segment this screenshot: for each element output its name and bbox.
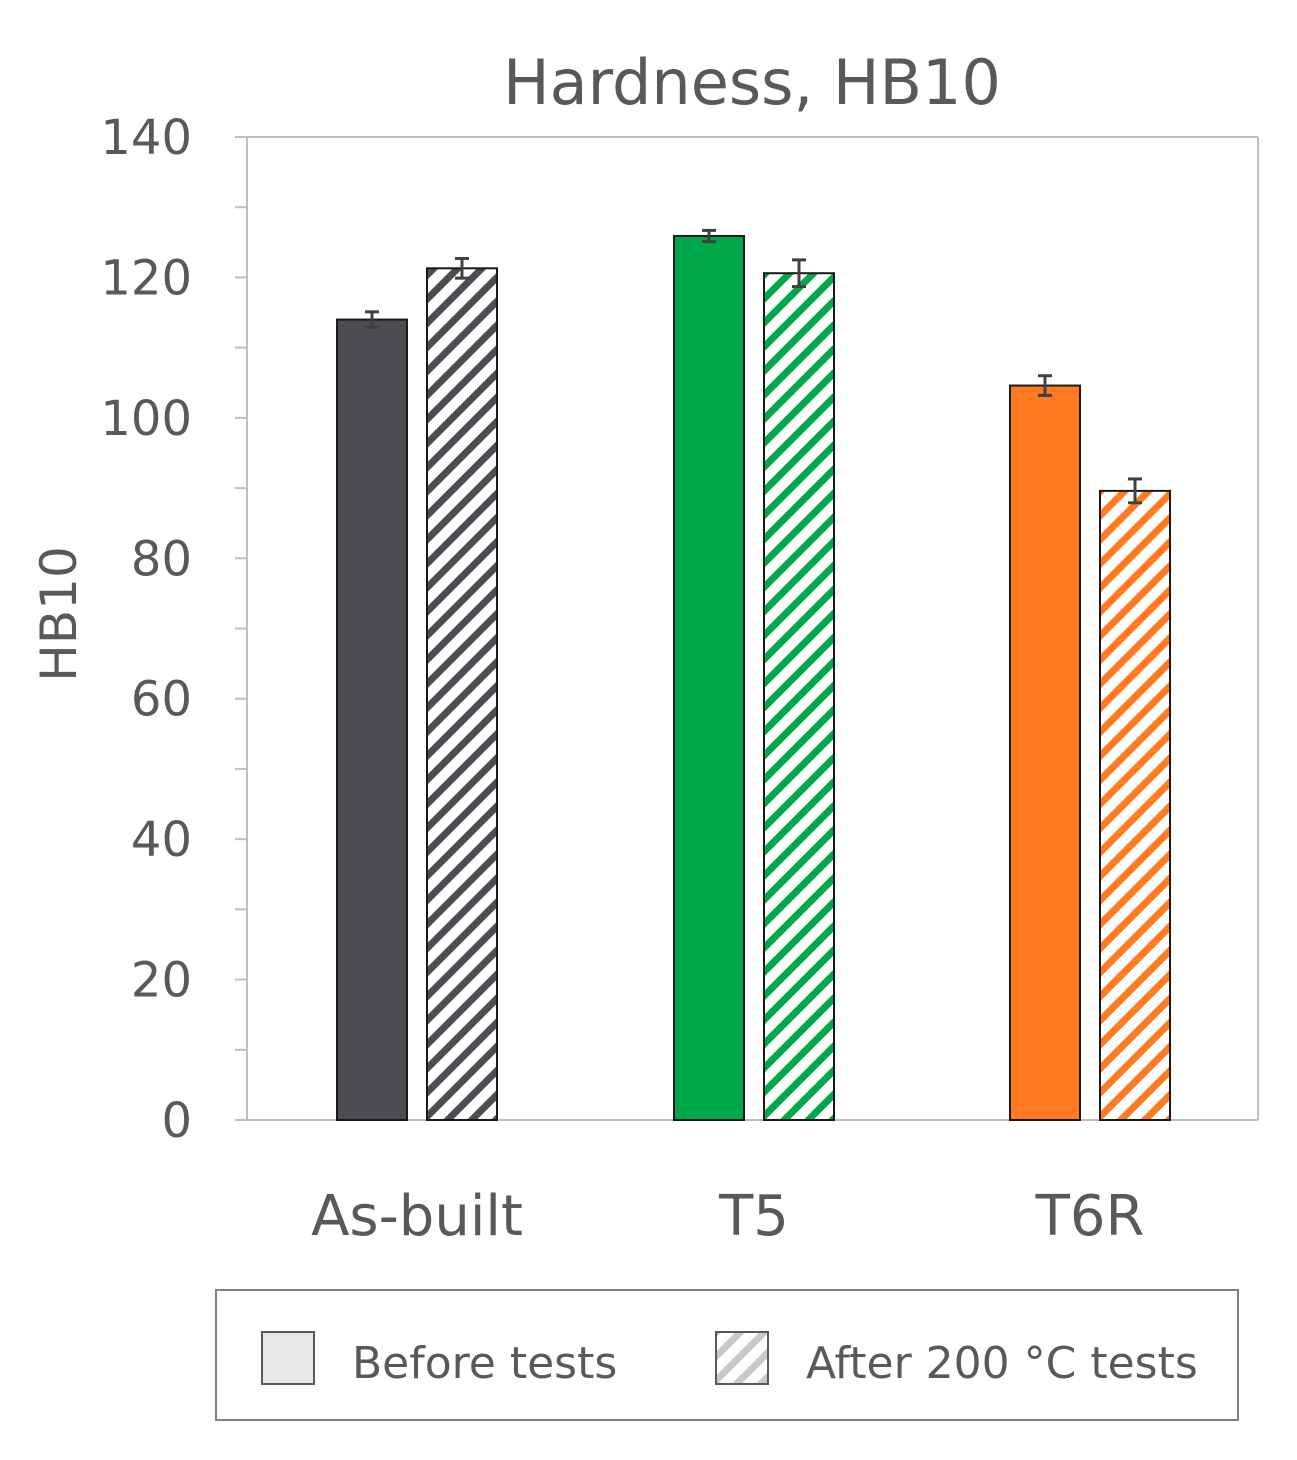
y-tick-label: 100 (100, 391, 192, 447)
legend-label-before-tests: Before tests (352, 1338, 617, 1389)
bar-t6r-after-200c-tests (1099, 489, 1171, 1121)
y-tick-label: 40 (131, 812, 192, 868)
chart-title: Hardness, HB10 (503, 46, 1001, 119)
y-tick-label: 60 (131, 672, 192, 728)
legend-label-after-tests: After 200 °C tests (806, 1338, 1198, 1389)
legend: Before tests After 200 °C tests (215, 1289, 1239, 1421)
y-tick-label: 140 (100, 110, 192, 166)
legend-swatch-before-tests (261, 1331, 315, 1385)
y-tick-label: 80 (131, 531, 192, 587)
x-tick-label: T6R (1035, 1184, 1145, 1249)
bar-as-built-before-tests (336, 318, 408, 1121)
bar-t6r-before-tests (1009, 384, 1081, 1121)
bar-t5-before-tests (673, 235, 745, 1121)
plot-area: 0 20 40 60 80 100 120 140 As-built T5 T6R (100, 110, 1259, 1249)
y-axis-label: HB10 (30, 546, 88, 682)
bar-as-built-after-200c-tests (426, 267, 498, 1121)
bar-t5-after-200c-tests (763, 272, 835, 1122)
y-tick-label: 120 (100, 250, 192, 306)
y-tick-label: 20 (131, 953, 192, 1009)
y-tick-label: 0 (161, 1093, 192, 1149)
x-tick-label: T5 (718, 1184, 789, 1249)
legend-swatch-after-tests (715, 1331, 769, 1385)
x-tick-label: As-built (311, 1184, 523, 1249)
